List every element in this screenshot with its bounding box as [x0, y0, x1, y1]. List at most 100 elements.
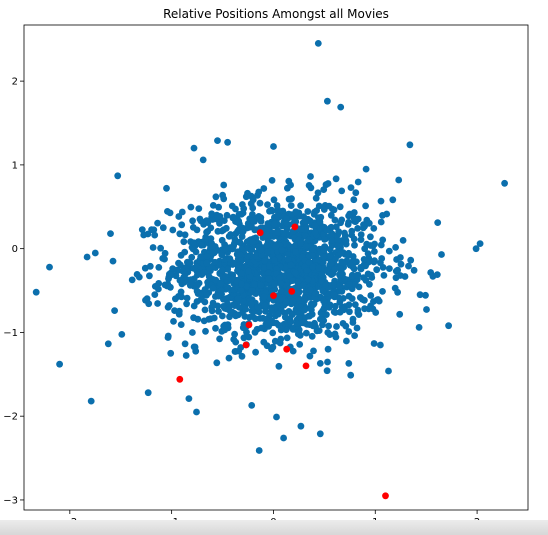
data-point: [216, 335, 224, 343]
data-point: [320, 247, 328, 254]
data-point: [379, 236, 387, 244]
data-point: [336, 283, 343, 290]
data-point: [320, 253, 328, 261]
data-point: [410, 266, 418, 274]
data-point: [434, 219, 442, 227]
data-point: [285, 195, 293, 203]
data-point: [371, 257, 378, 265]
data-point: [237, 286, 245, 294]
data-point: [239, 298, 247, 305]
data-point: [258, 324, 265, 332]
data-point: [346, 308, 353, 316]
y-tick-label: 2: [12, 77, 18, 88]
data-point: [203, 259, 211, 267]
data-point: [231, 330, 239, 338]
data-point: [338, 258, 346, 266]
data-point: [182, 352, 190, 359]
data-point: [298, 319, 306, 327]
chart-title: Relative Positions Amongst all Movies: [163, 7, 389, 21]
data-point: [167, 283, 174, 291]
data-point: [348, 227, 356, 235]
data-point: [276, 274, 284, 281]
data-point: [327, 211, 335, 219]
data-point: [157, 244, 165, 252]
data-point: [306, 286, 314, 294]
data-point: [247, 300, 255, 308]
data-point: [297, 226, 305, 233]
data-point: [315, 264, 322, 272]
data-point: [224, 266, 232, 273]
data-point: [254, 303, 262, 311]
x-tick-label: −1: [164, 517, 179, 520]
y-axis: −3 −2 −1 0 1 2: [3, 77, 24, 506]
data-point: [268, 307, 275, 315]
data-point: [334, 237, 342, 244]
data-point: [317, 316, 325, 323]
data-point: [161, 281, 169, 289]
data-point: [209, 249, 216, 257]
data-point: [203, 217, 211, 225]
data-point: [360, 256, 368, 263]
data-point: [128, 276, 136, 284]
data-point: [289, 277, 296, 284]
data-point: [386, 265, 393, 272]
data-point: [292, 218, 300, 225]
data-point: [263, 241, 271, 249]
data-point: [255, 447, 263, 454]
data-point: [238, 352, 246, 360]
data-point: [396, 272, 404, 279]
data-point: [292, 208, 300, 216]
data-point: [331, 309, 339, 316]
data-point: [315, 256, 323, 264]
data-point: [209, 202, 217, 209]
data-point: [350, 265, 358, 273]
data-point: [302, 243, 310, 250]
data-point: [201, 306, 209, 314]
data-point: [264, 269, 272, 277]
x-tick-label: −2: [62, 517, 77, 520]
data-point: [301, 306, 308, 314]
data-point: [327, 271, 335, 278]
data-point: [236, 238, 243, 246]
data-point: [347, 184, 355, 192]
data-point: [214, 302, 222, 310]
data-point: [378, 255, 386, 262]
data-point: [203, 228, 211, 236]
data-point: [221, 326, 229, 334]
data-point: [319, 287, 327, 295]
data-point: [337, 103, 345, 111]
data-point: [364, 250, 372, 257]
data-point: [202, 327, 209, 335]
highlighted-point: [256, 229, 264, 237]
data-point: [438, 251, 445, 258]
data-point: [294, 289, 302, 297]
data-point: [186, 259, 194, 267]
data-point: [245, 223, 253, 231]
data-point: [155, 264, 163, 271]
data-point: [324, 329, 332, 336]
data-point: [394, 288, 401, 296]
data-point: [252, 253, 260, 260]
data-point: [345, 328, 353, 335]
data-point: [219, 266, 226, 274]
data-point: [244, 252, 251, 260]
data-point: [332, 175, 340, 183]
data-point: [331, 302, 339, 310]
data-point: [257, 218, 265, 225]
data-point: [331, 216, 339, 224]
data-point: [205, 273, 213, 280]
data-point: [181, 231, 189, 239]
data-point: [308, 252, 316, 259]
data-point: [379, 264, 387, 271]
data-point: [323, 227, 331, 234]
data-point: [266, 207, 273, 215]
data-point: [320, 206, 328, 213]
data-point: [188, 253, 196, 261]
data-point: [208, 210, 216, 218]
data-point: [336, 299, 344, 306]
data-point: [111, 307, 118, 314]
data-point: [180, 238, 188, 246]
data-point: [326, 252, 334, 260]
data-point: [187, 203, 195, 211]
data-point: [170, 318, 177, 325]
